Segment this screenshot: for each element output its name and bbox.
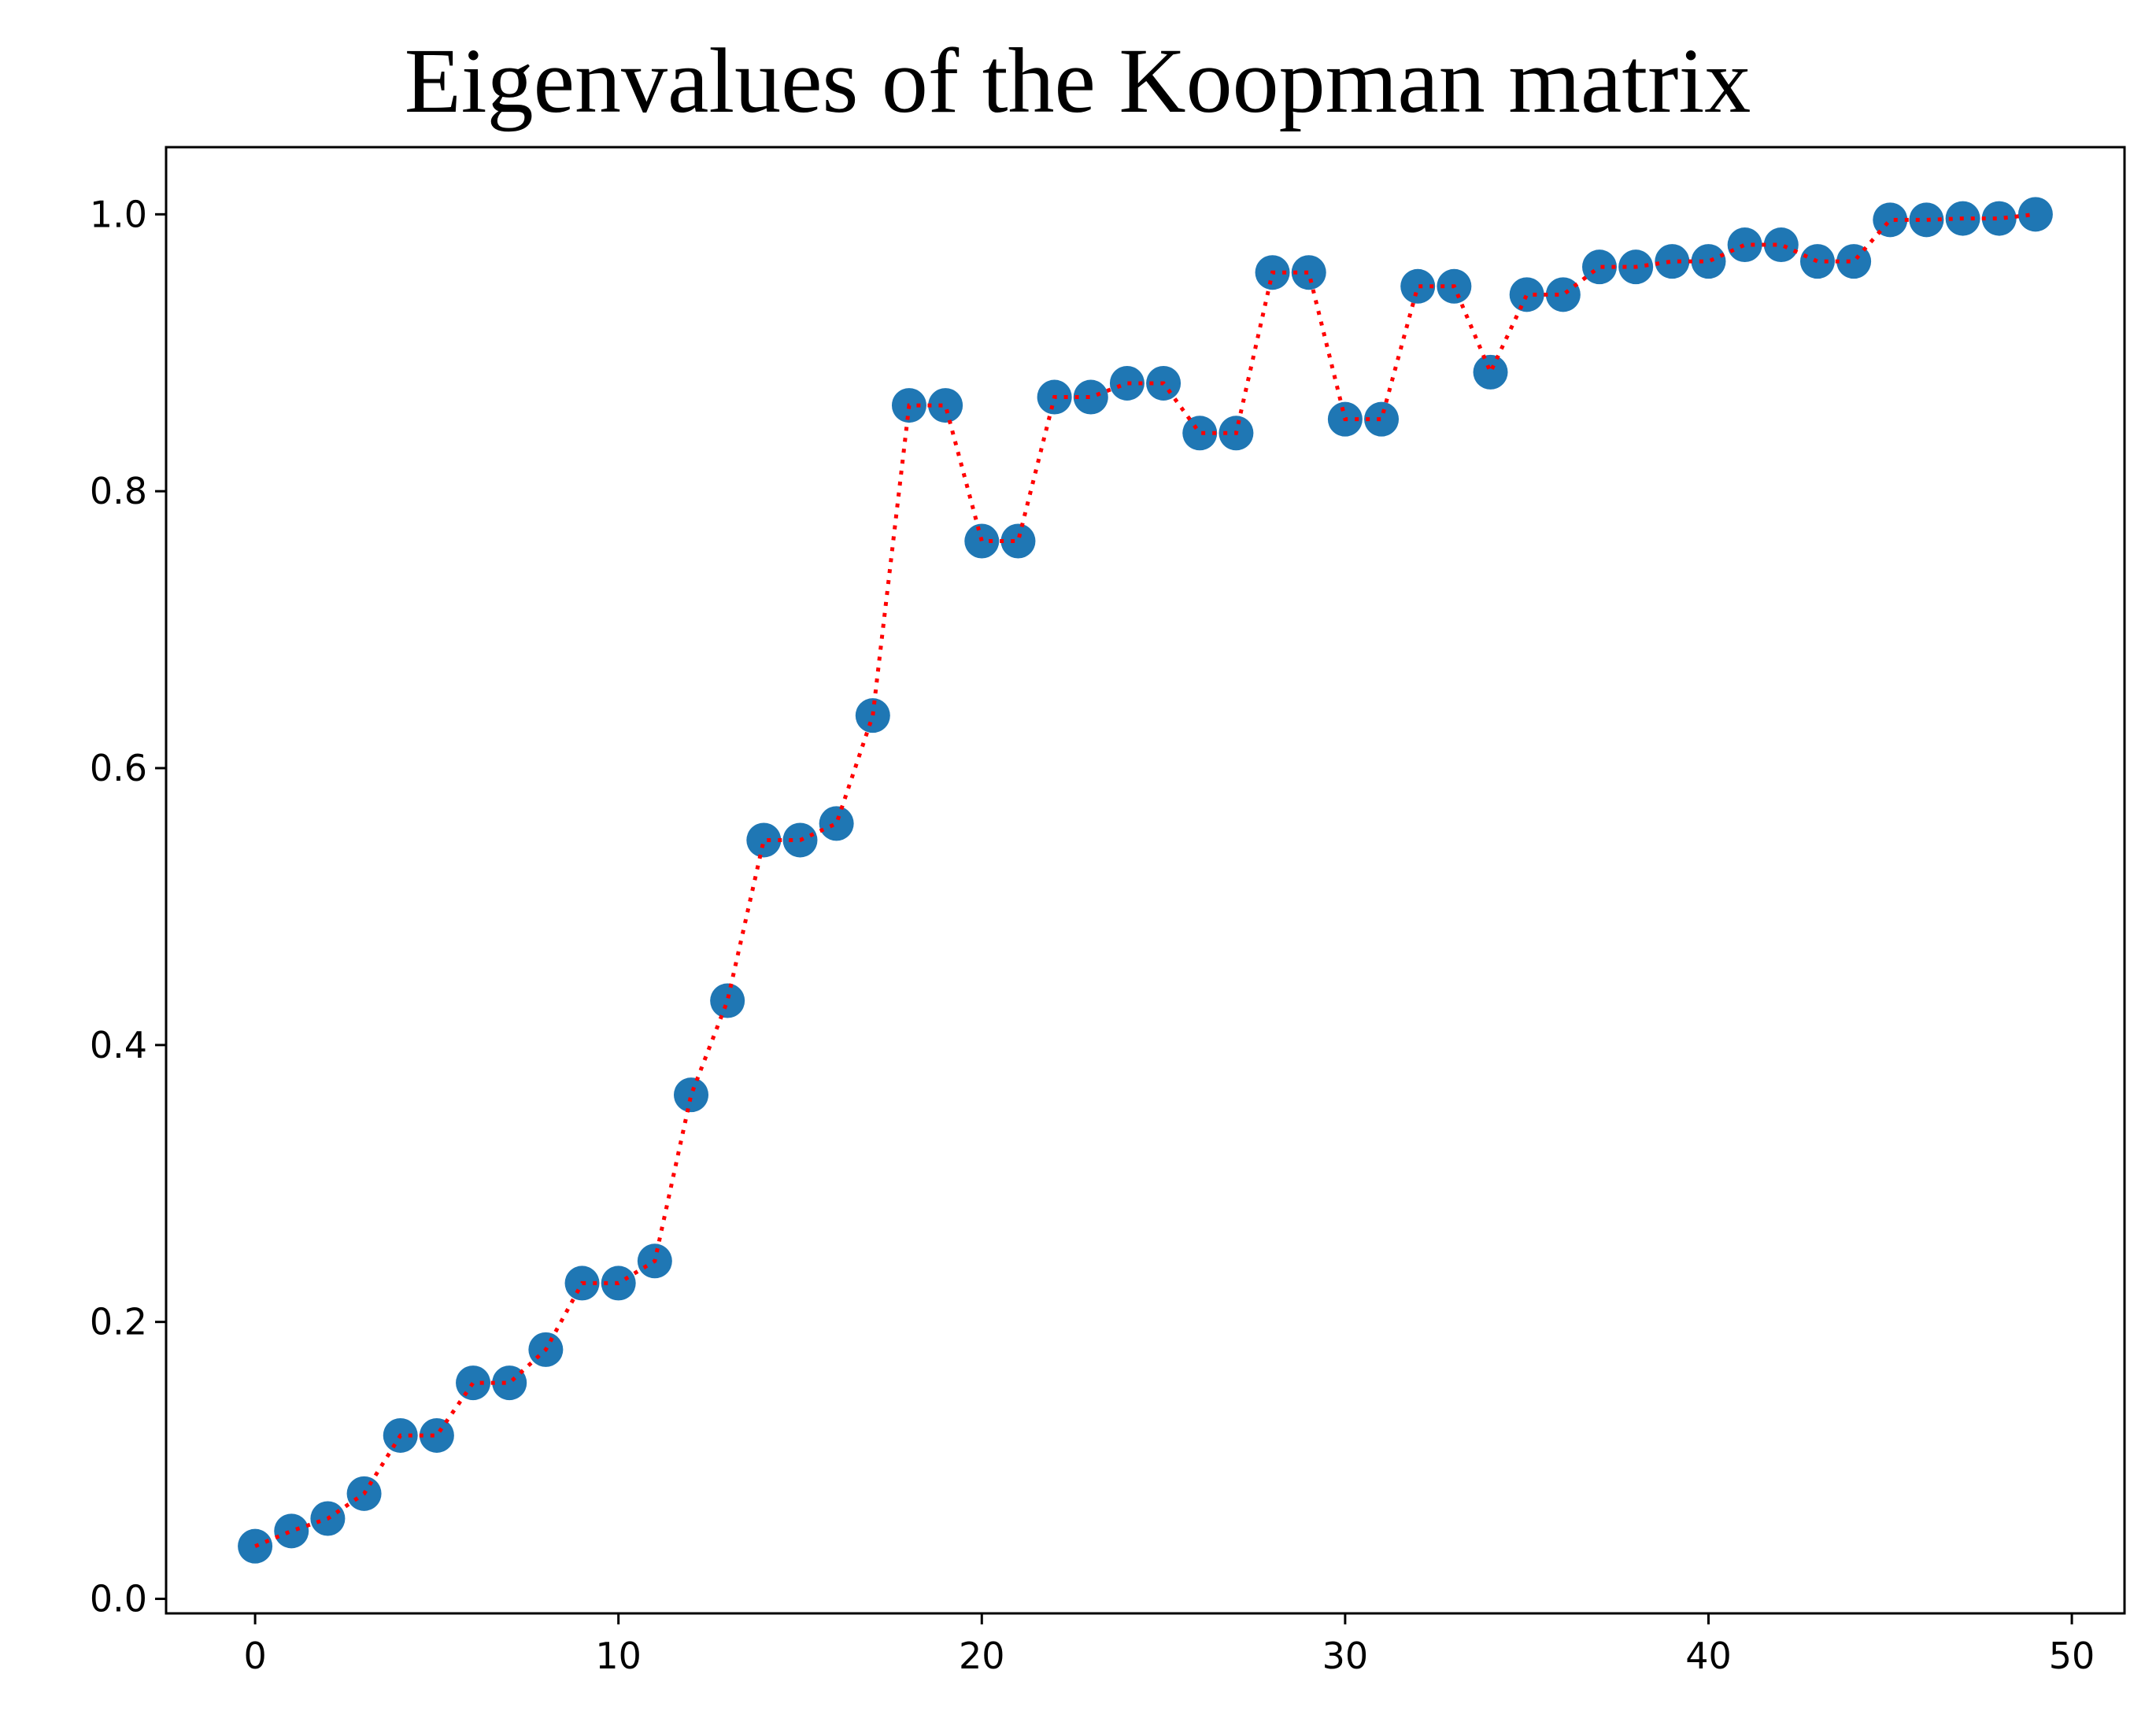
series-points-layer <box>238 197 2053 1564</box>
data-point <box>1655 244 1690 279</box>
data-point <box>1545 277 1581 312</box>
data-point <box>819 806 854 841</box>
x-tick-label: 40 <box>1685 1635 1732 1677</box>
data-point <box>928 388 963 423</box>
y-tick-label: 0.8 <box>90 470 147 512</box>
data-point <box>1799 244 1835 279</box>
data-point <box>1763 227 1799 263</box>
data-point <box>710 983 745 1018</box>
y-tick-label: 1.0 <box>90 193 147 235</box>
data-point <box>456 1365 491 1401</box>
x-tick-label: 0 <box>243 1635 266 1677</box>
axes-frame <box>165 146 2126 1615</box>
y-tick-label: 0.4 <box>90 1024 147 1066</box>
data-point <box>492 1365 527 1401</box>
data-point <box>1073 379 1108 415</box>
data-point <box>1727 227 1762 263</box>
data-point <box>1000 523 1036 559</box>
data-point <box>674 1077 709 1113</box>
data-point <box>1182 416 1218 451</box>
data-point <box>274 1513 309 1549</box>
data-point <box>1109 365 1145 401</box>
y-tick-label: 0.0 <box>90 1578 147 1620</box>
data-point <box>1909 202 1944 238</box>
data-point <box>1291 255 1326 290</box>
data-point <box>1873 202 1908 238</box>
data-point <box>1581 249 1617 285</box>
data-point <box>419 1417 454 1453</box>
data-point <box>1509 277 1544 312</box>
x-tick-label: 30 <box>1322 1635 1369 1677</box>
y-axis-ticks: 0.0 0.2 0.4 0.6 0.8 1.0 <box>90 193 166 1620</box>
data-point <box>1364 401 1400 437</box>
x-tick-label: 50 <box>2049 1635 2095 1677</box>
x-tick-label: 20 <box>959 1635 1005 1677</box>
data-point <box>2017 197 2053 232</box>
data-point <box>1836 244 1872 279</box>
data-point <box>964 523 1000 559</box>
chart-title: Eigenvalues of the Koopman matrix <box>405 29 1751 132</box>
data-point <box>746 822 782 858</box>
x-tick-label: 10 <box>595 1635 642 1677</box>
y-tick-label: 0.2 <box>90 1301 147 1343</box>
data-point <box>1400 268 1436 304</box>
x-axis-ticks: 0 10 20 30 40 50 <box>243 1613 2095 1677</box>
data-point <box>1473 354 1508 390</box>
series-line <box>254 212 2036 1548</box>
y-tick-label: 0.6 <box>90 747 147 789</box>
data-point <box>855 698 890 733</box>
data-point <box>1981 201 2017 236</box>
data-point <box>1691 244 1726 279</box>
